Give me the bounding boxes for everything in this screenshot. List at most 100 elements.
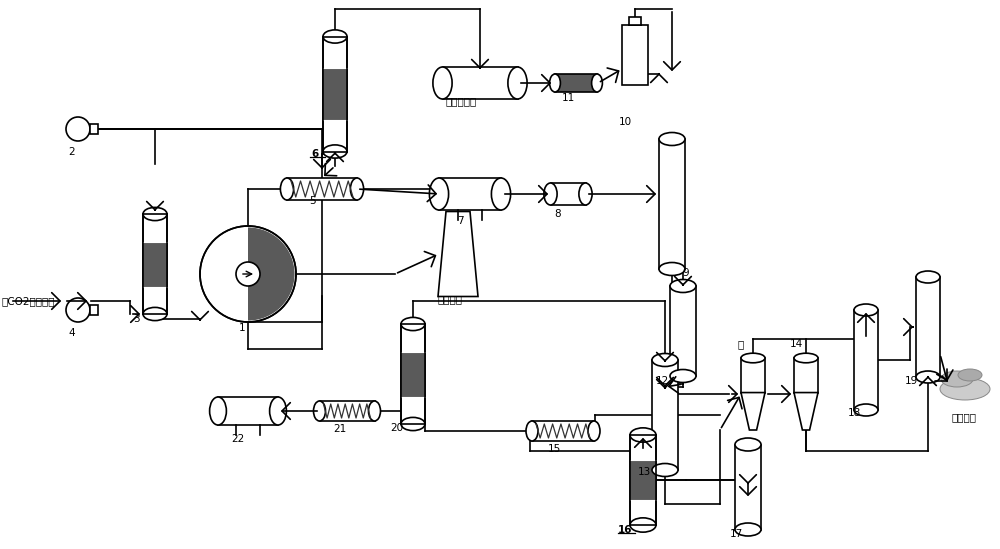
Ellipse shape: [579, 183, 592, 205]
Text: 16: 16: [618, 525, 632, 535]
Ellipse shape: [735, 523, 761, 536]
Ellipse shape: [659, 262, 685, 276]
Ellipse shape: [588, 421, 600, 441]
Ellipse shape: [323, 145, 347, 158]
Text: 11: 11: [561, 93, 575, 103]
Bar: [532, 421, 594, 441]
Text: 22: 22: [231, 434, 245, 444]
Bar: [854, 310, 878, 410]
Text: 含CO2燃烧废气: 含CO2燃烧废气: [2, 296, 56, 306]
Text: 14: 14: [789, 339, 803, 349]
Ellipse shape: [630, 428, 656, 442]
Text: 8: 8: [555, 209, 561, 219]
Circle shape: [66, 117, 90, 141]
Bar: [323, 36, 347, 152]
Ellipse shape: [670, 279, 696, 293]
Ellipse shape: [526, 421, 538, 441]
Bar: [287, 178, 357, 200]
Text: 3: 3: [133, 314, 139, 324]
Ellipse shape: [544, 183, 557, 205]
Ellipse shape: [735, 438, 761, 451]
Bar: [323, 36, 347, 152]
Bar: [794, 358, 818, 393]
Polygon shape: [438, 211, 478, 296]
Ellipse shape: [670, 369, 696, 383]
Ellipse shape: [143, 208, 167, 221]
Bar: [630, 435, 656, 525]
Circle shape: [236, 262, 260, 286]
Text: 15: 15: [547, 444, 561, 454]
Ellipse shape: [368, 401, 380, 421]
Ellipse shape: [508, 67, 527, 99]
Circle shape: [66, 298, 90, 322]
Bar: [659, 139, 685, 269]
Ellipse shape: [941, 371, 973, 387]
Bar: [143, 214, 167, 314]
Ellipse shape: [794, 353, 818, 363]
Text: 21: 21: [333, 424, 347, 434]
Bar: [90, 305, 98, 315]
Text: 橇: 橇: [738, 339, 744, 349]
Text: 4: 4: [69, 328, 75, 338]
Ellipse shape: [550, 74, 560, 92]
Text: 5: 5: [309, 196, 315, 206]
Text: 9: 9: [682, 268, 689, 278]
Text: 10: 10: [618, 117, 632, 127]
Ellipse shape: [429, 178, 449, 210]
Text: 液氨储存罐: 液氨储存罐: [446, 96, 477, 106]
Ellipse shape: [652, 354, 678, 367]
Bar: [629, 17, 641, 25]
Ellipse shape: [652, 463, 678, 477]
Ellipse shape: [401, 317, 425, 330]
Circle shape: [200, 226, 296, 322]
Ellipse shape: [270, 397, 286, 425]
Bar: [323, 68, 347, 120]
Ellipse shape: [916, 371, 940, 383]
Text: 12: 12: [655, 376, 669, 386]
Bar: [555, 74, 597, 92]
Bar: [439, 178, 501, 210]
Bar: [90, 124, 98, 134]
Text: 1: 1: [239, 323, 245, 333]
Ellipse shape: [630, 518, 656, 532]
Ellipse shape: [958, 369, 982, 381]
Bar: [320, 401, 374, 421]
Text: 尿素成品: 尿素成品: [952, 412, 977, 422]
Bar: [630, 435, 656, 525]
Ellipse shape: [401, 417, 425, 430]
Bar: [670, 286, 696, 376]
Polygon shape: [794, 393, 818, 430]
Ellipse shape: [314, 401, 326, 421]
Bar: [442, 67, 518, 99]
Bar: [401, 324, 425, 424]
Text: 19: 19: [905, 376, 918, 386]
Ellipse shape: [433, 67, 452, 99]
Ellipse shape: [916, 271, 940, 283]
Bar: [143, 242, 167, 287]
Ellipse shape: [592, 74, 602, 92]
Text: 20: 20: [390, 423, 404, 433]
Ellipse shape: [854, 404, 878, 416]
Bar: [218, 397, 278, 425]
Bar: [143, 214, 167, 314]
Bar: [622, 25, 648, 85]
Polygon shape: [741, 393, 765, 430]
Bar: [401, 351, 425, 396]
Ellipse shape: [854, 304, 878, 316]
Ellipse shape: [659, 132, 685, 145]
Text: 2: 2: [69, 147, 75, 157]
Text: 13: 13: [637, 467, 651, 477]
Bar: [916, 277, 940, 377]
Ellipse shape: [940, 378, 990, 400]
Text: 7: 7: [457, 216, 463, 226]
Bar: [735, 445, 761, 529]
Ellipse shape: [323, 30, 347, 43]
Wedge shape: [248, 227, 295, 321]
Bar: [630, 460, 656, 500]
Bar: [741, 358, 765, 393]
Text: 6: 6: [311, 149, 319, 159]
Text: 排放烟囱: 排放烟囱: [438, 294, 463, 304]
Ellipse shape: [210, 397, 226, 425]
Ellipse shape: [491, 178, 511, 210]
Text: 18: 18: [847, 408, 861, 418]
